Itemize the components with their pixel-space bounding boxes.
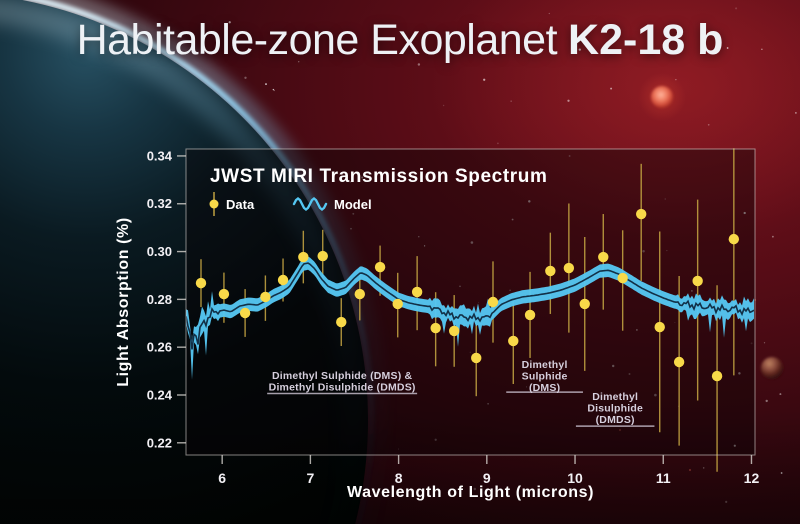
y-tick-label: 0.26 <box>147 340 172 355</box>
legend-model-label: Model <box>334 197 372 212</box>
data-point <box>654 321 665 333</box>
chart-title: JWST MIRI Transmission Spectrum <box>210 166 547 187</box>
x-tick-label: 11 <box>656 470 671 486</box>
data-point <box>277 274 289 286</box>
data-point <box>545 265 556 277</box>
data-point <box>524 309 536 321</box>
page-title-bold: K2-18 b <box>568 16 724 64</box>
molecule-annotations: Dimethyl Sulphide (DMS) &Dimethyl Disulp… <box>267 359 655 427</box>
data-point <box>374 261 386 273</box>
x-tick-label: 9 <box>483 470 491 486</box>
y-tick-label: 0.32 <box>147 196 172 211</box>
x-tick-label: 7 <box>306 470 314 486</box>
data-point <box>392 298 403 310</box>
y-tick-label: 0.34 <box>147 148 173 163</box>
annotation-label: Dimethyl <box>592 391 638 403</box>
data-point <box>487 296 499 308</box>
annotation-label: (DMDS) <box>596 414 635 426</box>
data-point <box>411 286 423 298</box>
axes: 0.22 0.24 0.26 0.28 0.30 0.32 0.34 6 7 8 9 10 11 12 <box>147 148 760 486</box>
x-tick-label: 10 <box>567 470 583 486</box>
x-tick-label: 12 <box>744 470 760 486</box>
data-point <box>471 352 482 364</box>
data-point <box>239 307 251 319</box>
data-point <box>448 325 460 337</box>
data-point <box>298 251 309 263</box>
annotation-label: Dimethyl <box>522 359 568 371</box>
chart-legend: Data Model <box>209 192 372 216</box>
data-point <box>579 298 590 310</box>
data-points <box>195 208 740 382</box>
data-point <box>563 262 575 274</box>
data-point <box>354 288 365 300</box>
data-point <box>317 250 328 262</box>
data-point <box>673 356 685 368</box>
data-point <box>598 251 609 263</box>
data-point <box>636 208 647 220</box>
y-tick-label: 0.22 <box>147 435 172 450</box>
data-point <box>260 291 271 303</box>
annotation-label: Dimethyl Sulphide (DMS) & <box>272 370 413 382</box>
data-point <box>617 272 628 284</box>
annotation-label: Sulphide <box>522 370 568 382</box>
plot-frame <box>185 148 756 456</box>
x-axis-title: Wavelength of Light (microns) <box>347 484 594 501</box>
data-point <box>336 316 347 328</box>
data-point <box>430 322 441 334</box>
legend-data-label: Data <box>226 197 255 212</box>
y-tick-label: 0.28 <box>147 292 172 307</box>
data-point <box>728 233 740 245</box>
data-point <box>508 335 519 347</box>
page-title-light: Habitable-zone Exoplanet <box>76 16 558 64</box>
annotation-label: Dimethyl Disulphide (DMDS) <box>269 381 416 393</box>
data-point <box>218 288 230 300</box>
x-tick-label: 6 <box>218 470 226 486</box>
data-point <box>195 277 207 289</box>
page-title: Habitable-zone Exoplanet K2-18 b <box>0 16 800 65</box>
x-tick-label: 8 <box>395 470 403 486</box>
legend-data-icon <box>209 199 219 209</box>
annotation-label: (DMS) <box>529 382 560 394</box>
y-tick-label: 0.30 <box>147 244 172 259</box>
annotation-label: Disulphide <box>587 403 643 415</box>
legend-model-icon <box>292 196 328 212</box>
y-axis-title: Light Absorption (%) <box>115 217 132 387</box>
model-band <box>186 256 754 380</box>
data-point <box>692 275 703 287</box>
y-tick-label: 0.24 <box>147 387 173 402</box>
model-line <box>186 262 755 350</box>
data-point <box>711 370 723 382</box>
